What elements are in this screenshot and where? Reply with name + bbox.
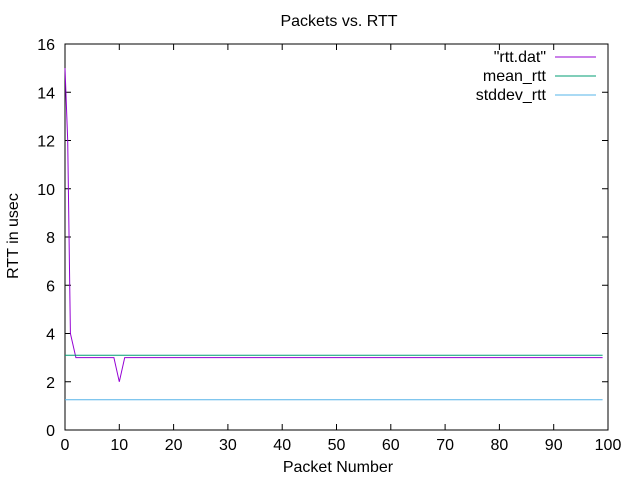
- y-tick-label: 10: [37, 182, 55, 199]
- y-tick-label: 16: [37, 37, 55, 54]
- x-tick-label: 80: [491, 437, 509, 454]
- y-axis-ticks: 0 2 4 6 8 10 12 14 16: [37, 37, 608, 440]
- chart-title: Packets vs. RTT: [280, 13, 397, 30]
- legend: "rtt.dat" mean_rtt stddev_rtt: [476, 49, 596, 104]
- x-tick-label: 100: [595, 437, 622, 454]
- y-tick-label: 12: [37, 134, 55, 151]
- x-tick-label: 70: [436, 437, 454, 454]
- x-axis-ticks: 0 10 20 30 40 50 60 70 80 90 100: [61, 44, 622, 454]
- y-axis-label: RTT in usec: [5, 193, 22, 279]
- x-tick-label: 20: [165, 437, 183, 454]
- x-tick-label: 40: [273, 437, 291, 454]
- y-tick-label: 14: [37, 85, 55, 102]
- x-tick-label: 90: [545, 437, 563, 454]
- y-tick-label: 4: [46, 327, 55, 344]
- y-tick-label: 6: [46, 278, 55, 295]
- series-line-1: [64, 68, 603, 382]
- x-tick-label: 10: [110, 437, 128, 454]
- legend-label-1: "rtt.dat": [494, 49, 546, 66]
- y-tick-label: 8: [46, 230, 55, 247]
- series-layer: [64, 68, 603, 401]
- legend-label-2: mean_rtt: [483, 68, 547, 85]
- x-tick-label: 30: [219, 437, 237, 454]
- y-tick-label: 0: [46, 423, 55, 440]
- y-tick-label: 2: [46, 375, 55, 392]
- x-tick-label: 50: [328, 437, 346, 454]
- x-axis-label: Packet Number: [283, 459, 394, 476]
- x-tick-label: 60: [382, 437, 400, 454]
- x-tick-label: 0: [61, 437, 70, 454]
- legend-label-3: stddev_rtt: [476, 87, 547, 104]
